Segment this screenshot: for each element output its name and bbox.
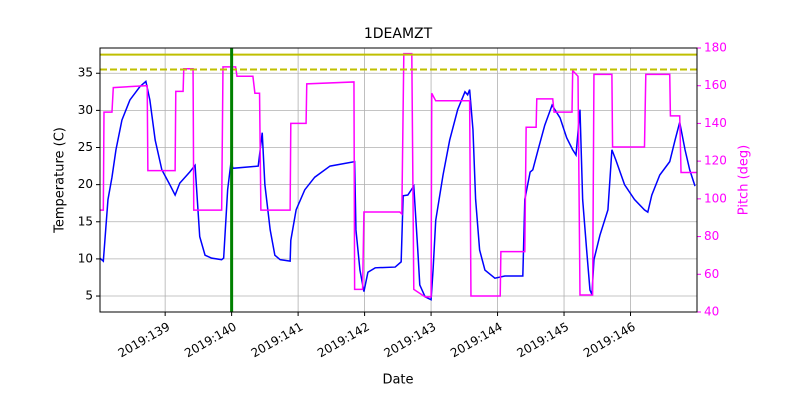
x-tick-label: 2019:145 xyxy=(514,320,571,361)
y2-tick-label: 160 xyxy=(704,78,727,92)
y-tick-label: 20 xyxy=(78,177,93,191)
y-tick-label: 5 xyxy=(85,289,93,303)
x-tick-label: 2019:142 xyxy=(315,320,372,361)
y2-tick-label: 60 xyxy=(704,267,719,281)
y2-axis-label: Pitch (deg) xyxy=(737,145,752,215)
plot-frame xyxy=(99,47,698,313)
y-tick-label: 10 xyxy=(78,251,93,265)
y2-tick-label: 180 xyxy=(704,41,727,55)
y-tick-label: 15 xyxy=(78,214,93,228)
y-tick-label: 30 xyxy=(78,103,93,117)
y-tick-label: 25 xyxy=(78,140,93,154)
y2-tick-label: 100 xyxy=(704,191,727,205)
series-line xyxy=(99,80,696,301)
chart-title: 1DEAMZT xyxy=(364,26,433,42)
y2-tick-label: 40 xyxy=(704,305,719,319)
x-tick-label: 2019:143 xyxy=(382,320,439,361)
x-tick-label: 2019:139 xyxy=(116,320,173,361)
x-tick-label: 2019:141 xyxy=(249,320,306,361)
y2-tick-label: 80 xyxy=(704,229,719,243)
x-axis-label: Date xyxy=(382,373,413,388)
y-axis-label: Temperature (C) xyxy=(53,127,68,234)
y-tick-label: 35 xyxy=(78,66,93,80)
x-tick-label: 2019:140 xyxy=(182,320,239,361)
series-line xyxy=(100,52,697,298)
y2-tick-label: 140 xyxy=(704,116,727,130)
x-tick-label: 2019:146 xyxy=(581,320,638,361)
x-tick-label: 2019:144 xyxy=(448,320,505,361)
y2-tick-label: 120 xyxy=(704,154,727,168)
